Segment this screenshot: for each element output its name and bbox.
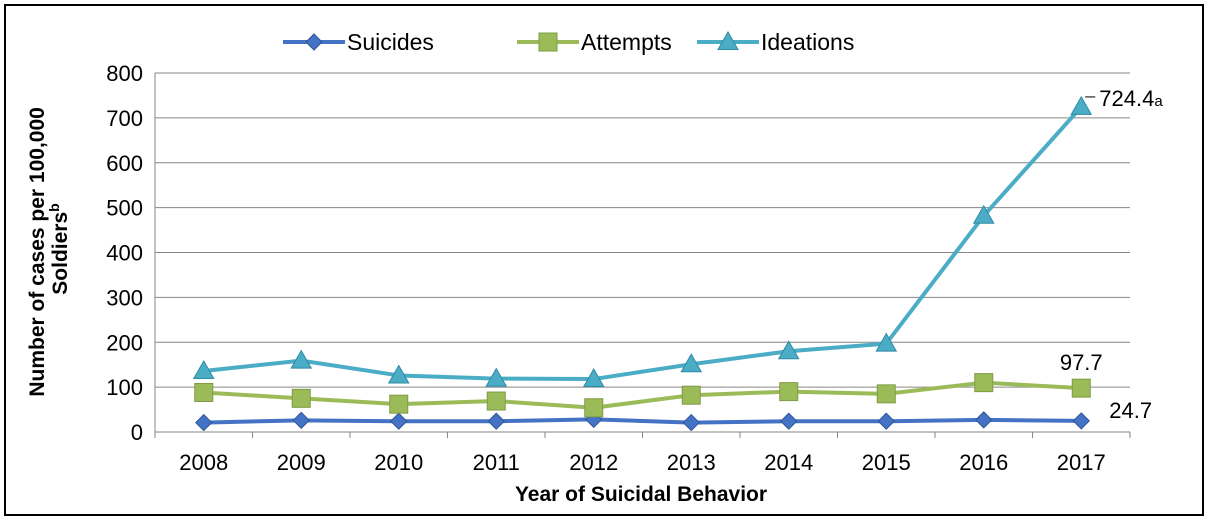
x-axis-ticks: 2008 2009 2010 2011 2012 2013 2014 2015 2016 2017 (154, 432, 1131, 475)
data-label-sup: a (1154, 93, 1163, 110)
ideations-point (972, 204, 995, 224)
ideations-point (680, 353, 703, 373)
data-label-ideations: 724.4a (1099, 86, 1163, 111)
ideations-line (203, 105, 1083, 382)
ideations-point (387, 364, 410, 384)
series-attempts (194, 373, 1091, 418)
gridlines (154, 72, 1130, 433)
suicides-point (390, 412, 408, 430)
x-tick-label: 2011 (473, 450, 520, 475)
x-tick-label: 2010 (374, 450, 423, 475)
y-axis-ticks: 0 100 200 300 400 500 600 700 800 (106, 61, 143, 445)
suicides-line (203, 417, 1082, 425)
y-tick-label: 400 (106, 241, 143, 266)
attempts-point (876, 384, 896, 404)
y-tick-label: 300 (106, 285, 143, 310)
attempts-point (291, 388, 311, 408)
y-tick-label: 700 (106, 106, 143, 131)
suicides-point (682, 413, 700, 432)
attempts-point (1071, 378, 1091, 398)
x-tick-label: 2009 (277, 450, 326, 475)
legend-item-attempts: Attempts (517, 29, 672, 55)
legend-marker-attempts (538, 32, 558, 52)
attempts-point (779, 382, 799, 402)
legend-marker-suicides (305, 33, 323, 51)
legend-label-suicides: Suicides (347, 29, 434, 55)
suicides-point (487, 412, 505, 430)
series-group (192, 95, 1093, 432)
x-tick-label: 2008 (179, 450, 228, 475)
y-tick-label: 600 (106, 151, 143, 176)
suicides-point (1072, 412, 1090, 430)
ideations-point (485, 367, 508, 387)
ideations-point (875, 332, 898, 352)
legend-marker-ideations (717, 30, 739, 50)
y-axis-title: Number of cases per 100,000 Soldiersb (26, 101, 72, 396)
ideations-point (1070, 95, 1093, 115)
y-axis-title-line1: Number of cases per 100,000 (26, 107, 49, 397)
x-tick-label: 2013 (667, 450, 716, 475)
legend-label-attempts: Attempts (581, 29, 672, 55)
attempts-point (194, 383, 214, 403)
data-labels: 724.4a 97.724.7 (1060, 86, 1163, 423)
series-ideations (192, 95, 1093, 388)
legend-label-ideations: Ideations (761, 29, 854, 55)
y-axis-title-line2: Soldiers (49, 212, 72, 295)
data-label-attempts: 97.7 (1060, 350, 1103, 375)
ideations-point (777, 340, 800, 360)
suicides-point (292, 411, 310, 430)
attempts-point (974, 373, 994, 393)
x-tick-label: 2014 (764, 450, 813, 475)
x-tick-label: 2016 (959, 450, 1008, 475)
y-tick-label: 500 (106, 196, 143, 221)
y-tick-label: 800 (106, 61, 143, 86)
attempts-line (203, 380, 1082, 410)
series-suicides (195, 410, 1090, 432)
y-tick-label: 0 (131, 420, 143, 445)
suicides-point (975, 411, 993, 429)
attempts-point (681, 385, 701, 405)
legend-item-suicides: Suicides (283, 29, 434, 55)
attempts-point (389, 394, 409, 414)
data-label-suicides: 24.7 (1109, 398, 1152, 423)
suicides-point (780, 412, 798, 430)
suicides-point (877, 412, 895, 430)
y-axis-title-sup: b (46, 203, 62, 212)
x-axis-title: Year of Suicidal Behavior (515, 483, 767, 506)
ideations-point (582, 368, 605, 388)
y-tick-label: 200 (106, 330, 143, 355)
attempts-point (486, 391, 506, 411)
x-tick-label: 2015 (862, 450, 911, 475)
legend-item-ideations: Ideations (697, 29, 854, 55)
x-tick-label: 2012 (569, 450, 618, 475)
y-tick-label: 100 (106, 375, 143, 400)
attempts-point (584, 398, 604, 418)
ideations-point (192, 359, 215, 379)
suicides-point (195, 413, 213, 432)
legend: Suicides Attempts Ideations (283, 29, 854, 55)
ideations-point (290, 349, 313, 369)
x-tick-label: 2017 (1057, 450, 1106, 475)
